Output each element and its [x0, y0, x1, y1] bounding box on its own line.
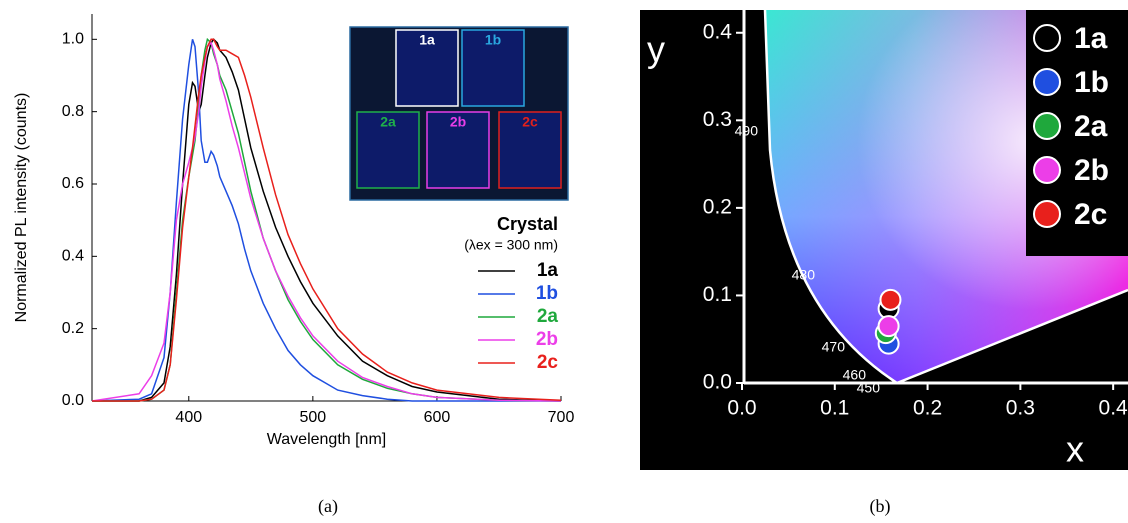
y-tick-label: 0.4 [62, 248, 84, 265]
series-line [92, 38, 562, 402]
inset-label: 2a [380, 114, 396, 130]
series-line [91, 39, 561, 402]
legend-marker [1033, 200, 1061, 228]
y-tick-label: 0.2 [703, 195, 732, 218]
x-axis-title: Wavelength [nm] [267, 431, 386, 448]
x-axis-title: x [1066, 429, 1084, 470]
legend-label: 1b [1074, 66, 1109, 99]
inset-frame [498, 111, 562, 189]
x-tick-label: 0.1 [820, 397, 849, 420]
legend-note: (λex = 300 nm) [464, 237, 558, 253]
inset-frame [426, 111, 490, 189]
wavelength-label: 480 [792, 267, 816, 283]
inset-label: 1a [419, 32, 435, 48]
caption: (a) [318, 496, 338, 517]
legend-label: 2a [537, 306, 559, 327]
legend-label: 1a [1074, 22, 1108, 55]
inset-frame [395, 29, 459, 107]
y-tick-label: 0.4 [703, 20, 733, 43]
x-tick-label: 0.2 [913, 397, 942, 420]
caption: (b) [870, 496, 891, 517]
legend-label: 1b [536, 283, 558, 304]
legend-label: 2a [1074, 110, 1108, 143]
legend-marker [1033, 156, 1061, 184]
legend-label: 2c [1074, 198, 1107, 231]
series-line [91, 41, 562, 402]
legend-title: Crystal [497, 214, 558, 234]
wavelength-label: 470 [822, 339, 846, 355]
x-tick-label: 600 [424, 409, 451, 426]
inset-label: 2c [522, 114, 538, 130]
panel-a: 0.0 0.2 0.4 0.6 0.8 1.0 400 500 600 700 Wavelength… [13, 14, 574, 517]
y-axis-title: Normalized PL intensity (counts) [13, 93, 30, 323]
y-tick-label: 0.8 [62, 103, 84, 120]
legend-label: 2c [537, 352, 559, 373]
legend-label: 2b [1074, 154, 1109, 187]
inset-label: 2b [450, 114, 466, 130]
y-axis-title: y [647, 29, 665, 70]
wavelength-label: 460 [843, 367, 867, 383]
panel-b: 490 480 470 460 450 0.00.10.20.30.40.0 0.… [640, 9, 1128, 517]
y-tick-label: 0.6 [62, 175, 84, 192]
x-tick-label: 700 [548, 409, 575, 426]
y-tick-label: 0.0 [703, 371, 732, 394]
x-tick-label: 0.0 [727, 397, 756, 420]
inset-frame [356, 111, 420, 189]
y-tick-label: 1.0 [62, 31, 84, 48]
y-tick-label: 0.1 [703, 283, 732, 306]
x-tick-label: 0.3 [1006, 397, 1035, 420]
data-point [877, 315, 900, 338]
legend-label: 2b [536, 329, 558, 350]
data-point [879, 288, 902, 311]
x-tick-label: 0.4 [1099, 397, 1128, 420]
wavelength-label: 490 [735, 123, 759, 139]
inset-label: 1b [485, 32, 501, 48]
legend-marker [1033, 112, 1061, 140]
y-tick-label: 0.0 [62, 392, 84, 409]
x-tick-label: 400 [175, 409, 202, 426]
legend-marker [1033, 24, 1061, 52]
inset-frame [461, 29, 525, 107]
y-tick-label: 0.2 [62, 320, 84, 337]
x-tick-label: 500 [300, 409, 327, 426]
legend-label: 1a [537, 260, 559, 281]
spectral-locus [763, 9, 1128, 385]
legend-marker [1033, 68, 1061, 96]
y-tick-label: 0.3 [703, 108, 732, 131]
